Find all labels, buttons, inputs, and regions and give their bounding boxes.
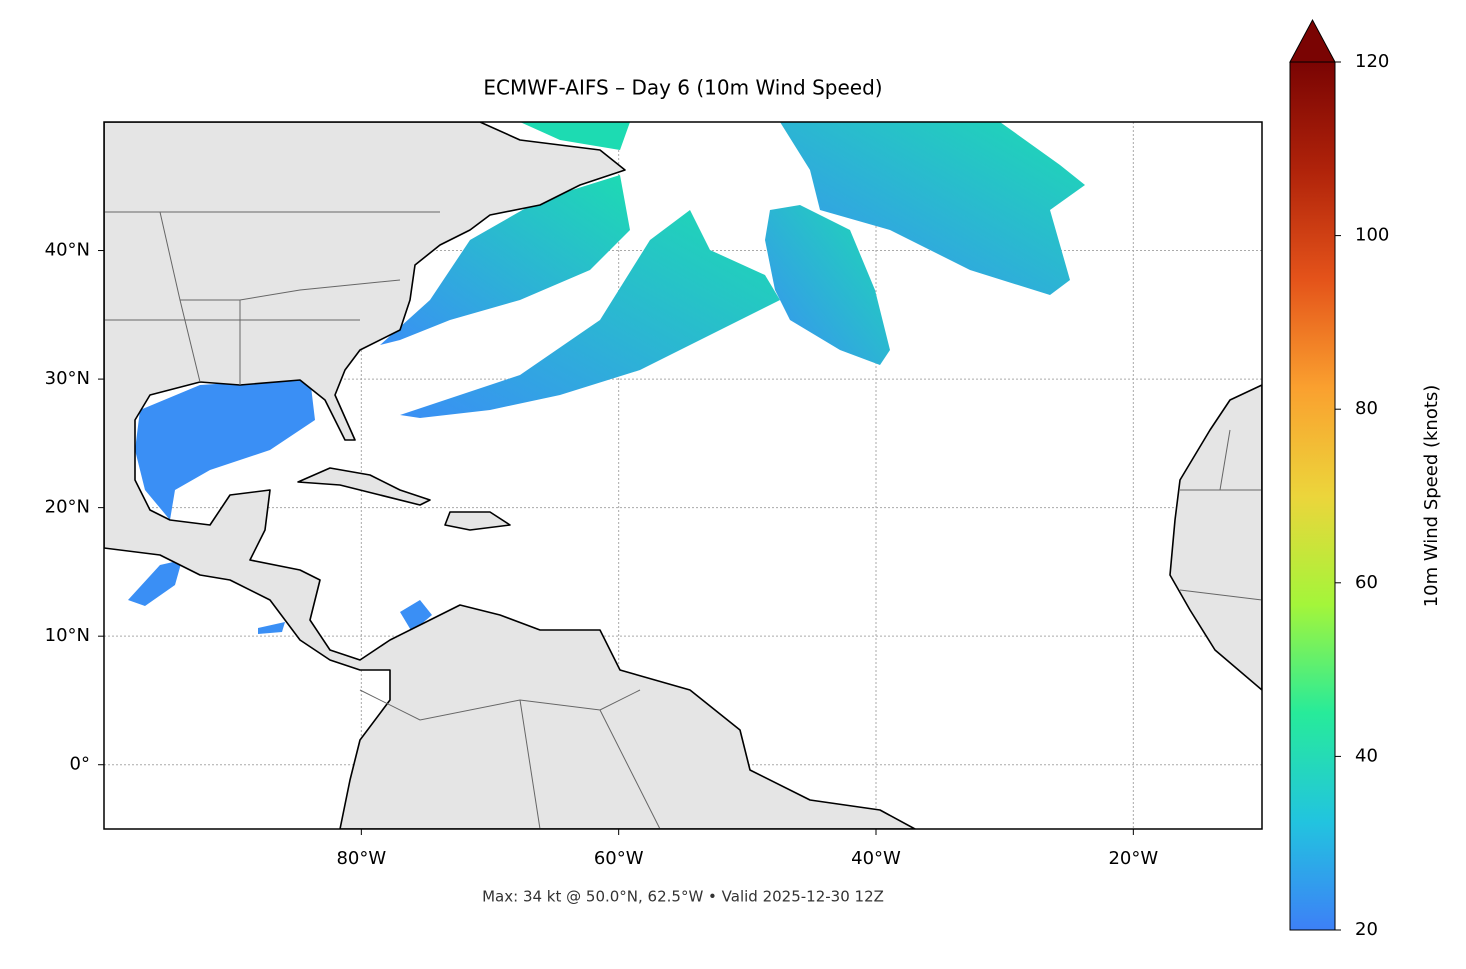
borders: [104, 211, 1262, 829]
wind-area: [135, 378, 315, 520]
x-tick-label: 40°W: [851, 848, 901, 869]
colorbar-tick-label: 40: [1355, 745, 1378, 766]
x-tick-label: 80°W: [336, 848, 386, 869]
colorbar-tick-label: 20: [1355, 919, 1378, 940]
colorbar-tick-label: 80: [1355, 398, 1378, 419]
wind-area: [400, 210, 780, 418]
chart-title: ECMWF-AIFS – Day 6 (10m Wind Speed): [483, 76, 882, 100]
y-tick-label: 40°N: [45, 240, 90, 261]
colorbar-tick-label: 100: [1355, 225, 1389, 246]
cuba: [297, 467, 431, 506]
wind-area: [380, 175, 630, 345]
wind-area: [780, 122, 1085, 295]
colorbar-extend: [1289, 18, 1336, 63]
map: [104, 122, 1262, 829]
colorbar-tick-label: 60: [1355, 572, 1378, 593]
x-tick-label: 60°W: [594, 848, 644, 869]
land: [104, 122, 1262, 829]
wind-area: [258, 622, 285, 634]
wind-area: [520, 122, 630, 150]
x-tick-label: 20°W: [1108, 848, 1158, 869]
colorbar: [1289, 61, 1336, 931]
americas: [104, 122, 916, 829]
wind-area: [128, 560, 182, 606]
colorbar-tick-label: 120: [1355, 51, 1389, 72]
wind-areas: [128, 122, 1085, 634]
y-tick-label: 20°N: [45, 497, 90, 518]
y-tick-label: 0°: [70, 754, 90, 775]
map-frame: [103, 121, 1263, 830]
y-tick-label: 30°N: [45, 368, 90, 389]
wind-area: [765, 205, 890, 365]
hispaniola: [444, 511, 511, 531]
y-tick-label: 10°N: [45, 625, 90, 646]
africa: [1169, 384, 1262, 691]
footnote: Max: 34 kt @ 50.0°N, 62.5°W • Valid 2025…: [482, 888, 884, 906]
colorbar-label: 10m Wind Speed (knots): [1421, 385, 1442, 608]
wind-area: [400, 600, 432, 632]
